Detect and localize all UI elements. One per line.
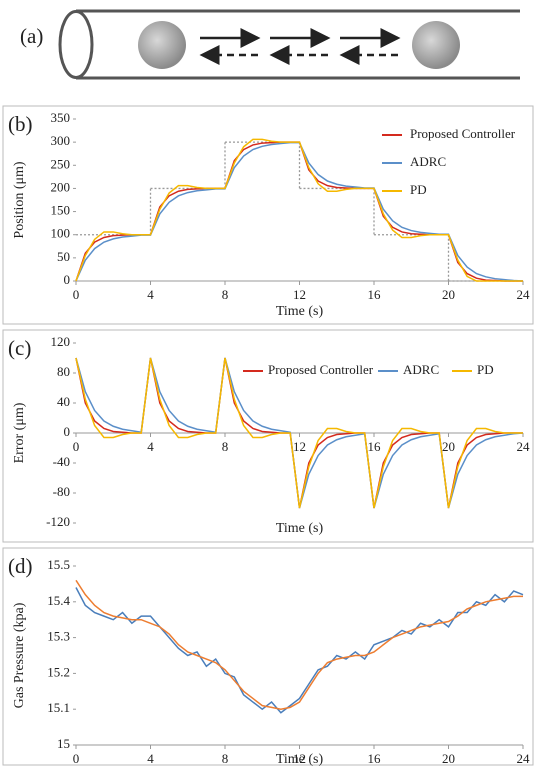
legend-label: PD (410, 182, 427, 197)
y-axis-title: Position (μm) (12, 161, 27, 238)
y-axis-title: Gas Pressure (kpa) (12, 602, 27, 708)
x-tick-label: 12 (293, 439, 306, 454)
panel-label: (a) (20, 24, 43, 48)
x-tick-label: 16 (368, 751, 382, 766)
x-tick-label: 0 (73, 751, 80, 766)
y-tick-label: -120 (46, 514, 70, 529)
chart-frame (2, 105, 534, 325)
x-tick-label: 16 (368, 287, 382, 302)
chart: (d) 15 15.1 15.2 15.3 15.4 15.5 0 4 8 12 16 20 24 Time… (2, 547, 534, 767)
x-tick-label: 20 (442, 287, 455, 302)
x-axis-title: Time (s) (276, 521, 324, 536)
x-tick-label: 12 (293, 751, 306, 766)
series-line (75, 138, 523, 282)
y-tick-label: 15.2 (47, 664, 70, 679)
chart: (b) 0 50 100 150 200 250 300 350 0 4 8 12 16 20 24 Time … (2, 105, 534, 325)
y-tick-label: 100 (51, 226, 71, 241)
legend-label: ADRC (403, 362, 439, 377)
x-tick-label: 24 (517, 439, 531, 454)
x-tick-label: 8 (222, 439, 229, 454)
y-tick-label: 250 (51, 156, 71, 171)
chart-frame (2, 329, 534, 543)
ball (138, 21, 186, 69)
x-tick-label: 4 (147, 439, 154, 454)
y-tick-label: 0 (64, 272, 71, 287)
y-tick-label: 150 (51, 203, 71, 218)
x-axis-title: Time (s) (276, 304, 324, 319)
ball (412, 21, 460, 69)
y-tick-label: 15.3 (47, 629, 70, 644)
x-tick-label: 4 (147, 287, 154, 302)
x-tick-label: 12 (293, 287, 306, 302)
x-tick-label: 20 (442, 439, 455, 454)
tube-diagram: (a) (20, 9, 520, 80)
x-tick-label: 20 (442, 751, 455, 766)
y-tick-label: 200 (51, 179, 71, 194)
x-tick-label: 8 (222, 287, 229, 302)
panel-label: (d) (8, 554, 33, 578)
tube-end (58, 10, 94, 79)
x-tick-label: 24 (517, 751, 531, 766)
panel-label: (c) (8, 336, 31, 360)
y-tick-label: 15.4 (47, 593, 70, 608)
x-tick-label: 24 (517, 287, 531, 302)
legend-label: Proposed Controller (410, 126, 516, 141)
arrows (199, 28, 401, 65)
y-tick-label: 15.1 (47, 700, 70, 715)
x-tick-label: 0 (73, 287, 80, 302)
y-tick-label: 40 (57, 394, 70, 409)
y-tick-label: 80 (57, 364, 70, 379)
y-tick-label: 50 (57, 249, 70, 264)
y-tick-label: 15.5 (47, 557, 70, 572)
y-tick-label: 120 (51, 334, 71, 349)
series-line (75, 587, 524, 714)
x-tick-label: 8 (222, 751, 229, 766)
panel-label: (b) (8, 112, 33, 136)
legend-label: PD (477, 362, 494, 377)
y-tick-label: 15 (57, 736, 70, 751)
y-tick-label: 300 (51, 133, 71, 148)
x-tick-label: 0 (73, 439, 80, 454)
y-tick-label: 350 (51, 110, 71, 125)
x-tick-label: 4 (147, 751, 154, 766)
legend-label: ADRC (410, 154, 446, 169)
series-line (75, 579, 523, 710)
y-tick-label: -80 (53, 484, 70, 499)
y-tick-label: -40 (53, 454, 70, 469)
series-line (75, 357, 523, 509)
x-axis-title: Time (s) (276, 752, 324, 767)
y-tick-label: 0 (64, 424, 71, 439)
x-tick-label: 16 (368, 439, 382, 454)
legend-label: Proposed Controller (268, 362, 374, 377)
chart-frame (2, 547, 534, 766)
y-axis-title: Error (μm) (12, 402, 27, 463)
